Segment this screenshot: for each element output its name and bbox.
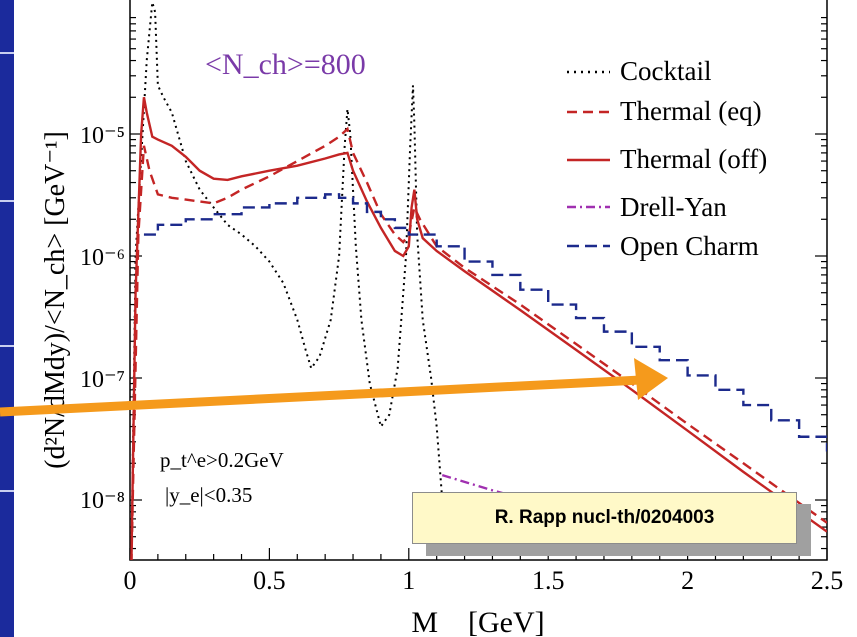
legend-label: Drell-Yan	[620, 192, 727, 222]
x-axis-label: M [GeV]	[411, 606, 544, 637]
arrow-head	[634, 358, 668, 400]
x-tick-label: 2	[681, 566, 694, 595]
arrow-shaft	[0, 375, 641, 417]
x-tick-label: 2.5	[811, 566, 844, 595]
x-tick-label: 1.5	[532, 566, 565, 595]
y-axis-label: (d²N/dMdy)/<N_ch> [GeV⁻¹]	[40, 131, 71, 469]
credit-box: R. Rapp nucl-th/0204003	[412, 492, 811, 556]
sidebar-highlight	[0, 200, 14, 202]
plot-frame	[129, 0, 828, 561]
x-tick-label: 0.5	[253, 566, 286, 595]
y-tick-label: 10⁻⁷	[80, 367, 125, 393]
series-group	[130, 2, 827, 560]
y-tick-label: 10⁻⁸	[80, 488, 125, 514]
y-cut-annotation: |y_e|<0.35	[165, 483, 252, 507]
series-line-open-charm	[143, 193, 827, 452]
multiplicity-annotation: <N_ch>=800	[205, 48, 366, 81]
sidebar-highlight	[0, 52, 14, 54]
legend-label: Thermal (eq)	[620, 96, 762, 126]
x-tick-label: 1	[402, 566, 415, 595]
legend-label: Cocktail	[620, 56, 711, 86]
orange-arrow	[0, 358, 668, 417]
legend-label: Thermal (off)	[620, 144, 767, 174]
y-tick-label: 10⁻⁶	[80, 245, 125, 271]
slide-sidebar-bar	[0, 0, 14, 637]
credit-label: R. Rapp nucl-th/0204003	[412, 492, 797, 544]
x-tick-label: 0	[124, 566, 137, 595]
y-tick-label: 10⁻⁵	[80, 123, 125, 149]
series-line-thermal-off	[130, 97, 827, 560]
legend: Cocktail Thermal (eq) Thermal (off) Drel…	[567, 56, 767, 261]
pt-cut-annotation: p_t^e>0.2GeV	[160, 448, 284, 472]
legend-label: Open Charm	[620, 231, 759, 261]
sidebar-highlight	[0, 490, 14, 492]
series-line-cocktail	[130, 2, 449, 560]
series-line-thermal-eq	[130, 126, 827, 560]
sidebar-highlight	[0, 345, 14, 347]
